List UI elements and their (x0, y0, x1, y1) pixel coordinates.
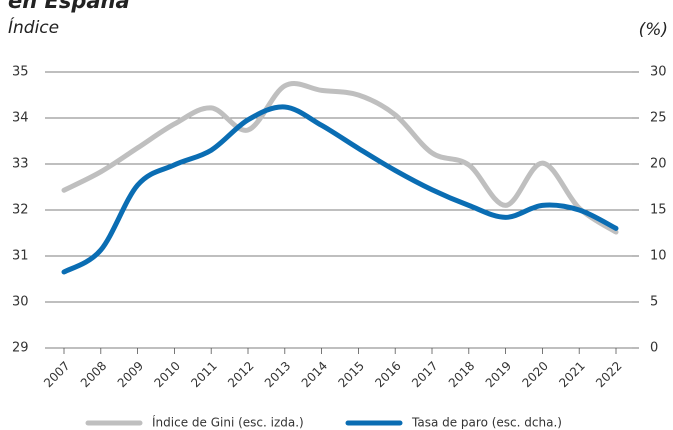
y-tick-label: 34 (12, 111, 29, 126)
x-tick-label: 2020 (519, 359, 550, 390)
y2-tick-label: 10 (650, 249, 667, 264)
x-tick-label: 2018 (446, 359, 477, 390)
x-tick-label: 2019 (483, 359, 514, 390)
y2-tick-label: 15 (650, 203, 667, 218)
x-tick-label: 2016 (372, 359, 403, 390)
series-line (61, 104, 619, 275)
x-tick-label: 2007 (41, 359, 72, 390)
x-tick-label: 2012 (225, 359, 256, 390)
series-line (61, 81, 619, 235)
y2-axis-label: (%) (639, 20, 668, 40)
y-axis-label: Índice (8, 16, 59, 38)
x-tick-label: 2022 (593, 359, 624, 390)
y-tick-label: 31 (12, 249, 29, 264)
x-tick-label: 2009 (115, 359, 146, 390)
x-tick-label: 2011 (188, 359, 219, 390)
chart-title: en España (8, 0, 130, 13)
x-tick-label: 2017 (409, 359, 440, 390)
y-tick-label: 29 (12, 341, 29, 356)
y-tick-label: 35 (12, 65, 29, 80)
y-tick-label: 33 (12, 157, 29, 172)
y-tick-label: 30 (12, 295, 29, 310)
legend-label: Tasa de paro (esc. dcha.) (411, 416, 562, 430)
x-tick-label: 2021 (556, 359, 587, 390)
y-tick-label: 32 (12, 203, 29, 218)
legend-label: Índice de Gini (esc. izda.) (152, 415, 304, 430)
x-tick-label: 2014 (299, 359, 330, 390)
y2-tick-label: 0 (650, 341, 658, 356)
x-tick-label: 2008 (78, 359, 109, 390)
y2-tick-label: 20 (650, 157, 667, 172)
x-tick-label: 2013 (262, 359, 293, 390)
y2-tick-label: 5 (650, 295, 658, 310)
x-tick-label: 2015 (335, 359, 366, 390)
y2-tick-label: 25 (650, 111, 667, 126)
y2-tick-label: 30 (650, 65, 667, 80)
x-tick-label: 2010 (151, 359, 182, 390)
